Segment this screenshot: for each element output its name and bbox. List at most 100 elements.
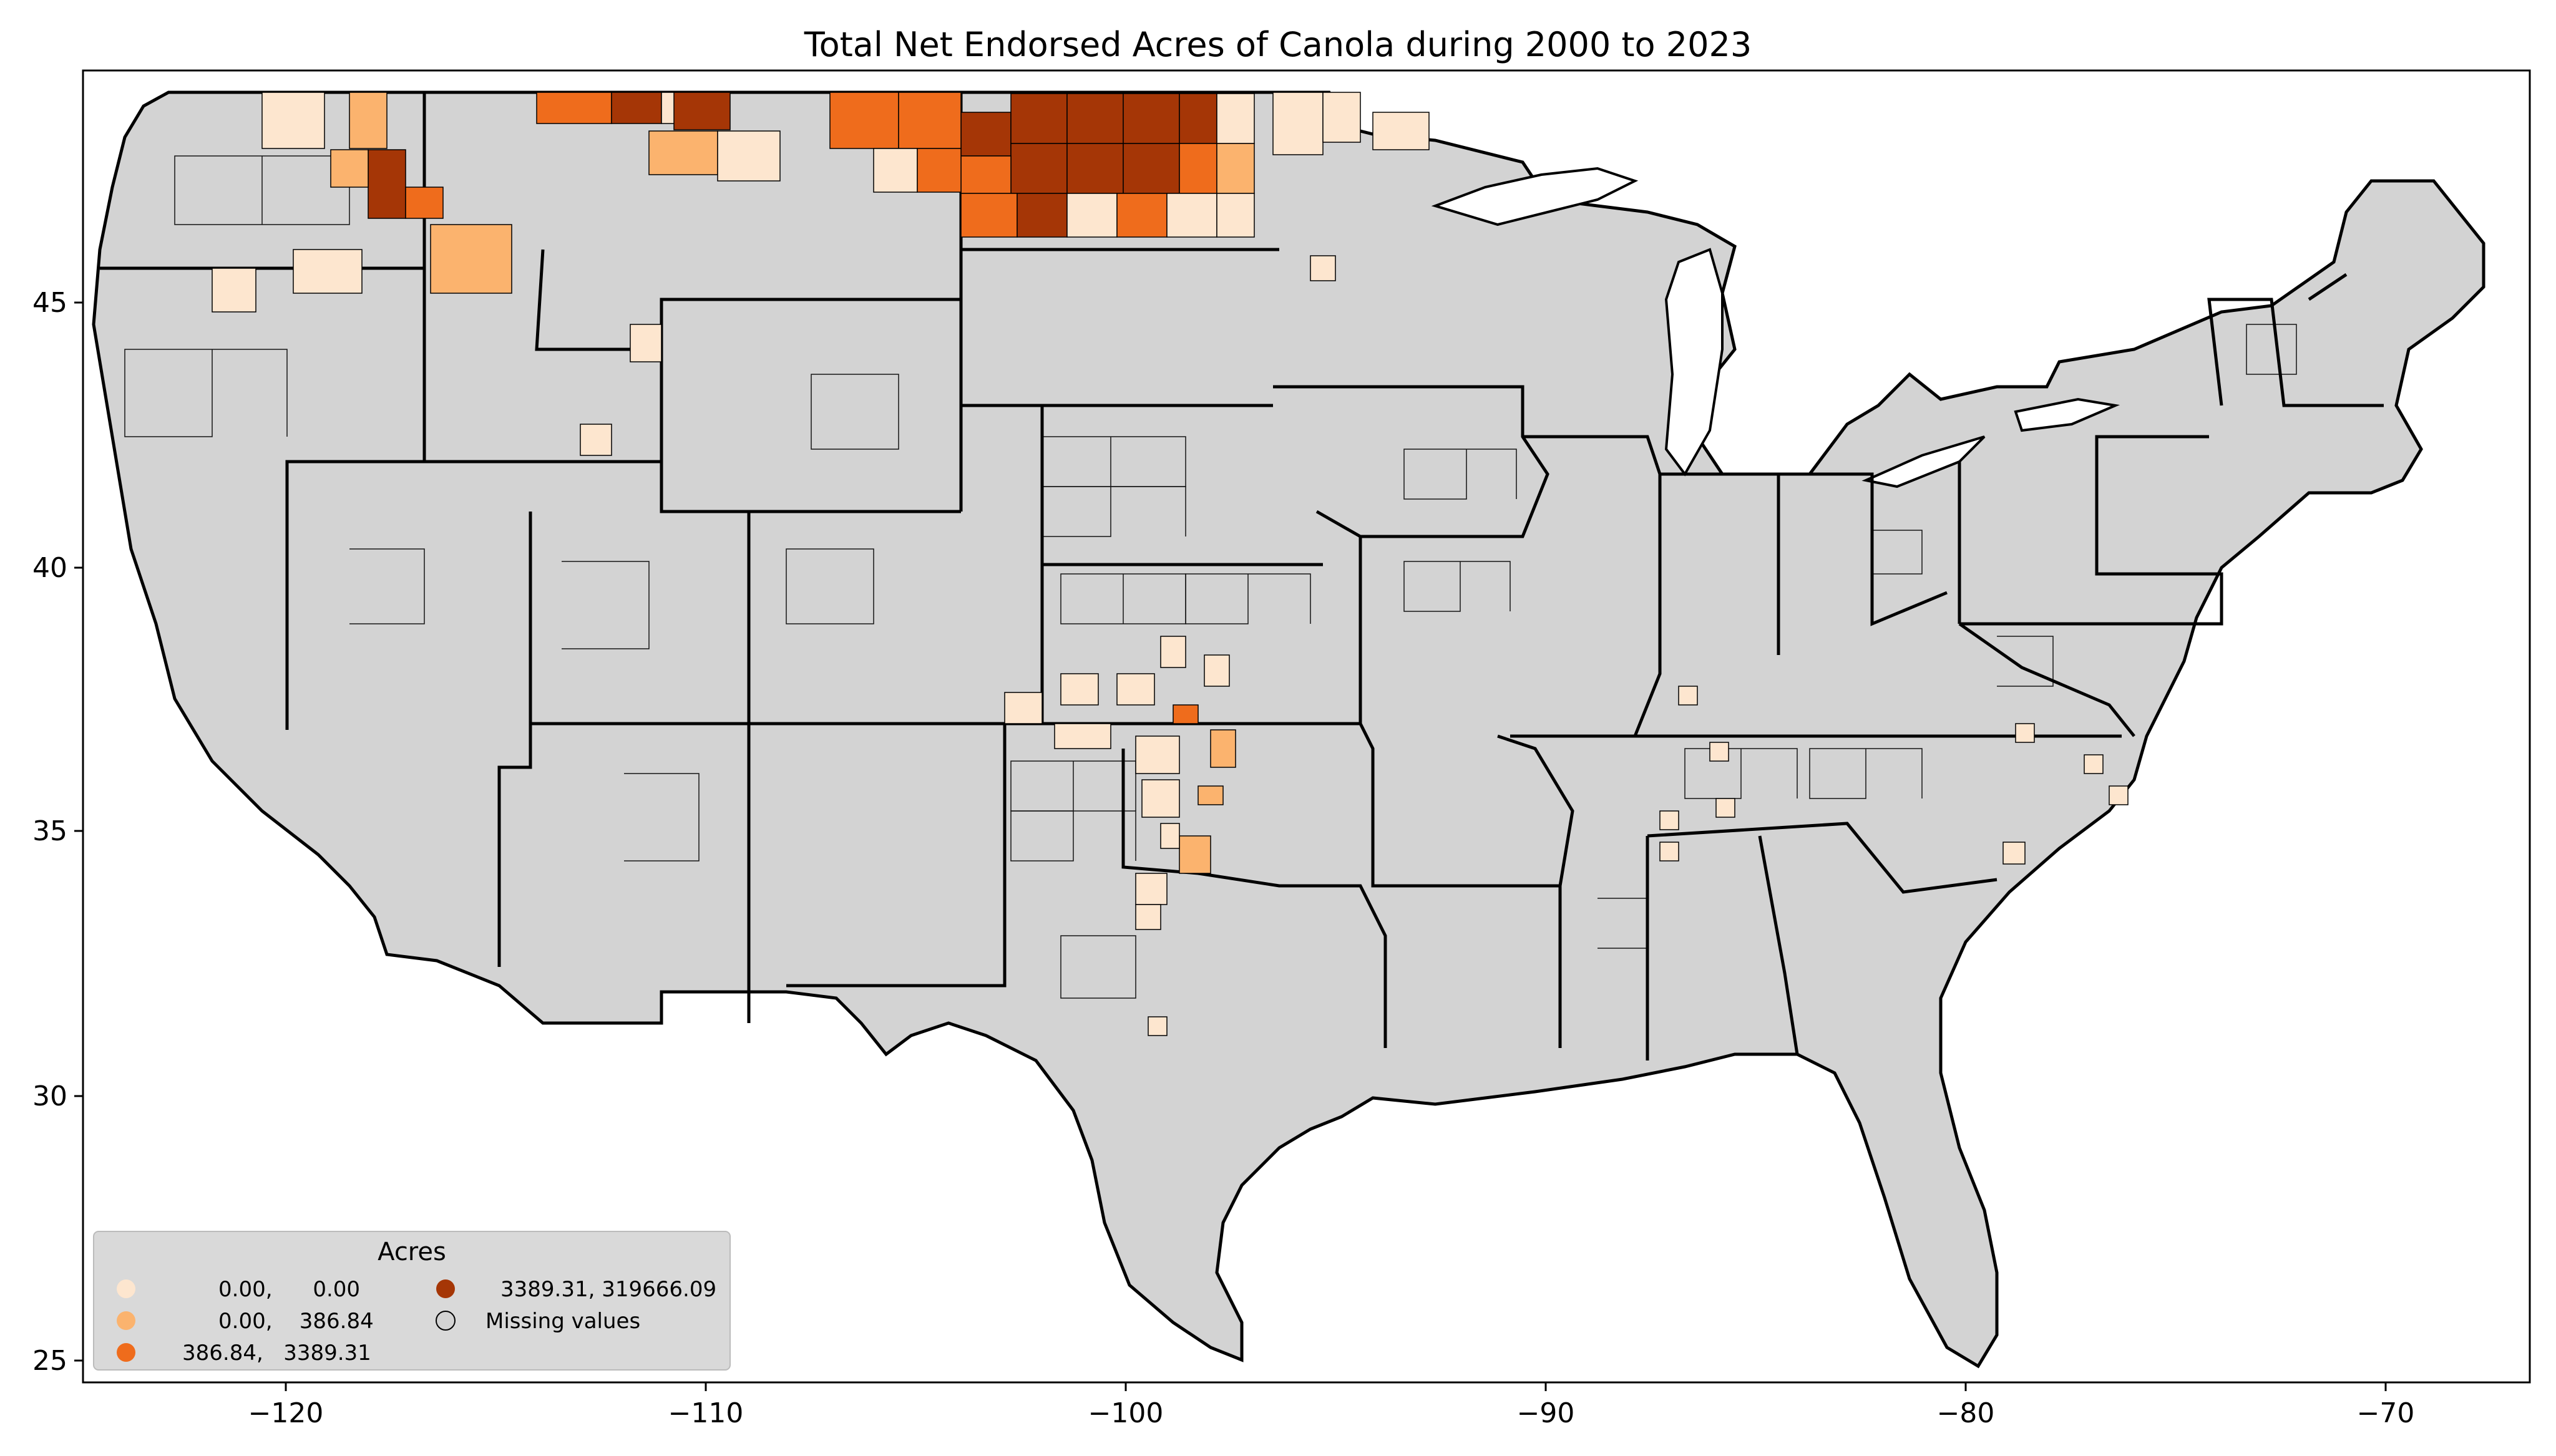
y-tick-label: 45	[32, 287, 67, 319]
county-mn-3	[1372, 112, 1430, 150]
lake-erie	[1861, 435, 1986, 488]
county-id-1	[368, 149, 406, 219]
conus-landmass	[92, 90, 2485, 1369]
county-mt-8	[898, 92, 962, 149]
county-mt-1	[536, 92, 612, 124]
x-tick-label: −90	[1517, 1397, 1575, 1429]
county-ga-1	[1715, 798, 1735, 818]
county-nd-2	[1010, 93, 1068, 144]
county-ks-4	[1004, 692, 1043, 724]
county-nd-17	[1216, 143, 1255, 194]
x-tick-label: −100	[1088, 1397, 1164, 1429]
county-wa-2	[293, 249, 363, 294]
x-tick-labels: −120 −110 −100 −90 −80 −70	[248, 1397, 2415, 1429]
county-ks-1	[1173, 704, 1199, 724]
county-nd-1	[960, 112, 1012, 157]
county-nd-10	[1179, 143, 1217, 194]
county-ks-6	[1160, 636, 1186, 668]
map-land	[92, 90, 2485, 1369]
county-ok-4	[1135, 735, 1180, 774]
county-nd-11	[960, 193, 1018, 238]
county-nd-3	[1066, 93, 1124, 144]
legend-swatch-class2	[117, 1311, 135, 1330]
y-tick-labels: 45 40 35 30 25	[32, 287, 67, 1377]
y-axis	[74, 301, 83, 1362]
county-nd-15	[1166, 193, 1217, 238]
legend: Acres 0.00, 0.00 0.00, 386.84 386.84, 33…	[93, 1231, 731, 1371]
county-or-1	[430, 224, 512, 294]
county-va-2	[2109, 785, 2129, 805]
county-id-2	[330, 149, 369, 188]
county-mn-1	[1272, 92, 1324, 155]
county-nc-1	[2002, 842, 2026, 865]
x-axis	[285, 1382, 2387, 1391]
county-wa-1	[261, 92, 325, 149]
county-nd-7	[1066, 143, 1124, 194]
county-ok-7	[1160, 823, 1180, 849]
county-ok-5	[1054, 723, 1111, 749]
legend-label: 0.00, 386.84	[218, 1309, 374, 1334]
county-nd-14	[1116, 193, 1168, 238]
county-tx-2	[1148, 1016, 1168, 1036]
county-ok-1	[1210, 729, 1236, 768]
county-lines	[124, 155, 2297, 999]
legend-label: 386.84, 3389.31	[182, 1341, 371, 1366]
county-id-3	[405, 187, 444, 219]
county-ok-3	[1179, 835, 1211, 874]
county-id-5	[580, 424, 612, 456]
state-boundaries	[100, 92, 2384, 1060]
legend-label: 0.00, 0.00	[218, 1277, 360, 1302]
county-ks-3	[1116, 673, 1155, 706]
county-al-1	[1659, 810, 1679, 830]
y-tick-label: 40	[32, 552, 67, 584]
county-nd-16	[1216, 93, 1255, 144]
legend-swatch-class4	[436, 1279, 455, 1298]
county-nd-13	[1066, 193, 1118, 238]
county-va-1	[2084, 754, 2104, 774]
x-tick-label: −110	[668, 1397, 744, 1429]
lake-michigan	[1664, 248, 1724, 477]
lake-superior	[1431, 167, 1639, 226]
county-ne-1	[1310, 255, 1336, 281]
x-tick-label: −70	[2357, 1397, 2415, 1429]
county-mt-5	[648, 130, 718, 175]
county-ok-2	[1198, 785, 1224, 805]
map-title: Total Net Endorsed Acres of Canola durin…	[804, 25, 1752, 64]
county-ks-5	[1204, 654, 1230, 687]
county-mt-7	[829, 92, 899, 149]
county-mt-2	[611, 92, 662, 124]
canola-counties	[212, 92, 2129, 1036]
county-al-2	[1659, 842, 1679, 861]
county-tn-1	[1709, 742, 1729, 762]
x-tick-label: −80	[1937, 1397, 1995, 1429]
county-mt-4	[673, 92, 731, 130]
lake-ontario	[2014, 397, 2120, 432]
county-wy-1	[630, 324, 662, 362]
county-mt-9	[873, 148, 918, 193]
county-ks-2	[1060, 673, 1099, 706]
county-tx-1	[1135, 904, 1161, 930]
county-ky-1	[1678, 686, 1698, 706]
y-tick-label: 30	[32, 1080, 67, 1112]
x-tick-label: −120	[248, 1397, 324, 1429]
county-nd-4	[1123, 93, 1180, 144]
county-nd-9	[960, 155, 1012, 194]
county-or-2	[212, 268, 256, 313]
county-nd-5	[1179, 93, 1217, 144]
legend-title: Acres	[378, 1238, 446, 1266]
county-nd-18	[1216, 193, 1255, 238]
legend-box	[93, 1231, 731, 1371]
county-nc-2	[2015, 723, 2035, 743]
legend-swatch-missing	[436, 1311, 456, 1331]
county-mt-10	[917, 148, 962, 193]
y-tick-label: 25	[32, 1345, 67, 1377]
legend-label: Missing values	[485, 1309, 640, 1334]
county-mn-2	[1322, 92, 1361, 143]
legend-swatch-class1	[117, 1279, 135, 1298]
legend-swatch-class3	[117, 1343, 135, 1362]
county-nd-8	[1123, 143, 1180, 194]
y-tick-label: 35	[32, 815, 67, 847]
county-mt-6	[717, 130, 781, 182]
county-ok-8	[1135, 873, 1168, 905]
